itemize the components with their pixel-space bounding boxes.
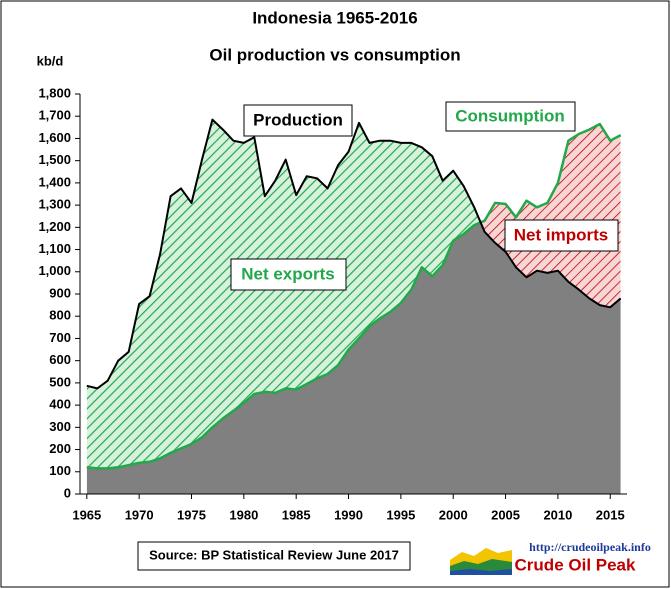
y-tick-label: 100	[49, 463, 71, 478]
y-tick-label: 300	[49, 419, 71, 434]
chart-subtitle: Oil production vs consumption	[209, 45, 460, 64]
y-tick-label: 200	[49, 441, 71, 456]
y-tick-label: 1,600	[38, 130, 71, 145]
series-label: Production	[253, 110, 343, 129]
logo-url: http://crudeoilpeak.info	[529, 540, 651, 554]
series-line	[86, 122, 622, 470]
y-tick-label: 0	[64, 485, 71, 500]
x-tick-label: 1980	[229, 507, 258, 522]
x-tick-label: 1995	[386, 507, 415, 522]
y-tick-label: 800	[49, 308, 71, 323]
y-tick-label: 1,300	[38, 197, 71, 212]
label-box	[504, 219, 619, 252]
y-tick-label: 1,800	[38, 85, 71, 100]
logo-name: Crude Oil Peak	[515, 555, 636, 574]
logo: http://crudeoilpeak.info Crude Oil Peak	[450, 540, 651, 575]
series-line	[86, 118, 622, 390]
y-tick-label: 1,700	[38, 108, 71, 123]
y-tick-label: 1,000	[38, 263, 71, 278]
label-box	[243, 104, 353, 137]
series-label: Consumption	[455, 106, 565, 125]
plot: 0 100 200 300 400 500 600 700 800 900 1,000 1,100 1,…	[38, 85, 627, 522]
x-tick-label: 1985	[282, 507, 311, 522]
y-tick-label: 1,400	[38, 174, 71, 189]
x-tick-label: 2010	[543, 507, 572, 522]
annotation: Net imports	[514, 225, 608, 244]
source: Source: BP Statistical Review June 2017	[149, 547, 399, 562]
y-tick-label: 1,200	[38, 219, 71, 234]
y-tick-label: 500	[49, 374, 71, 389]
x-tick-label: 1965	[72, 507, 101, 522]
x-tick-label: 1975	[177, 507, 206, 522]
label-box	[230, 258, 347, 291]
annotation: Net exports	[241, 264, 335, 283]
source-box	[137, 541, 411, 571]
label-box	[445, 101, 576, 132]
y-tick-label: 1,100	[38, 241, 71, 256]
x-tick-label: 2015	[596, 507, 625, 522]
y-axis-label: kb/d	[37, 53, 64, 68]
y-tick-label: 700	[49, 330, 71, 345]
y-tick-label: 600	[49, 352, 71, 367]
y-tick-label: 900	[49, 285, 71, 300]
x-tick-label: 2000	[439, 507, 468, 522]
x-tick-label: 1990	[334, 507, 363, 522]
y-tick-label: 400	[49, 397, 71, 412]
chart-title: Indonesia 1965-2016	[252, 8, 417, 27]
x-tick-label: 2005	[491, 507, 520, 522]
y-tick-label: 1,500	[38, 152, 71, 167]
x-tick-label: 1970	[125, 507, 154, 522]
